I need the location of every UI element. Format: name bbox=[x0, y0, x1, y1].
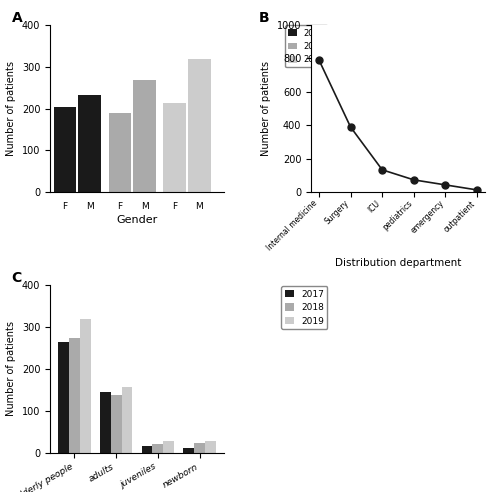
Bar bbox=[188, 59, 211, 192]
Bar bbox=[184, 448, 194, 453]
Legend: 2017, 2018, 2019: 2017, 2018, 2019 bbox=[285, 26, 328, 67]
Bar bbox=[152, 444, 164, 453]
Bar bbox=[108, 113, 132, 192]
Text: C: C bbox=[12, 272, 22, 285]
Text: B: B bbox=[259, 11, 270, 25]
Bar bbox=[133, 80, 156, 192]
Bar bbox=[58, 342, 69, 453]
Text: A: A bbox=[12, 11, 22, 25]
Bar bbox=[205, 441, 216, 453]
Text: M: M bbox=[196, 202, 203, 211]
Bar bbox=[110, 395, 122, 453]
Bar bbox=[164, 441, 174, 453]
Bar bbox=[164, 103, 186, 192]
X-axis label: Distribution department: Distribution department bbox=[335, 258, 461, 268]
Y-axis label: Number of patients: Number of patients bbox=[261, 61, 271, 156]
Text: M: M bbox=[140, 202, 148, 211]
Text: M: M bbox=[86, 202, 94, 211]
Bar bbox=[80, 319, 90, 453]
Y-axis label: Number of patients: Number of patients bbox=[6, 321, 16, 416]
Y-axis label: Number of patients: Number of patients bbox=[6, 61, 16, 156]
Bar bbox=[78, 94, 101, 192]
Bar bbox=[100, 392, 110, 453]
Bar bbox=[194, 443, 205, 453]
Text: F: F bbox=[62, 202, 68, 211]
Bar bbox=[54, 107, 76, 192]
Bar bbox=[122, 387, 132, 453]
Text: F: F bbox=[118, 202, 122, 211]
Bar bbox=[142, 446, 152, 453]
X-axis label: Gender: Gender bbox=[116, 215, 158, 225]
Text: F: F bbox=[172, 202, 178, 211]
Legend: 2017, 2018, 2019: 2017, 2018, 2019 bbox=[281, 286, 328, 329]
Bar bbox=[69, 338, 80, 453]
